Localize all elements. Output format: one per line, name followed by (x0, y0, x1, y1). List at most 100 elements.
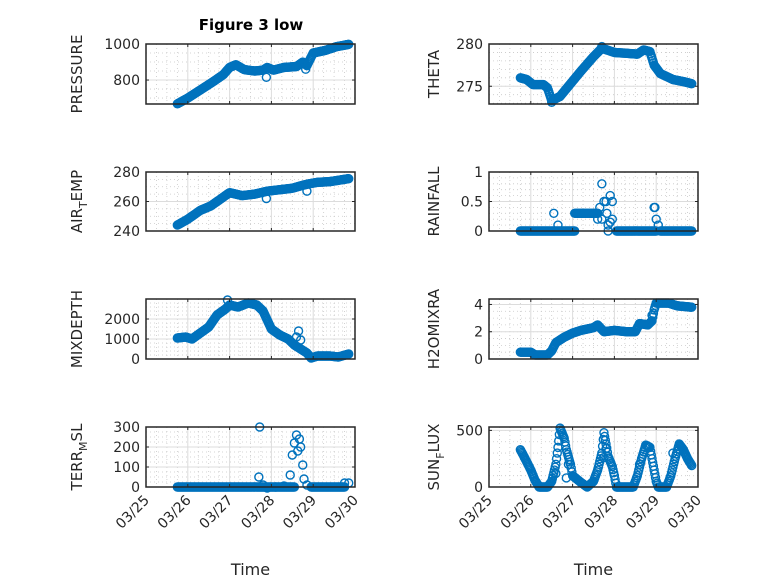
data-point (605, 190, 615, 201)
data-markers (515, 41, 697, 108)
axes-box (145, 43, 356, 105)
x-tick-label: 03/29 (280, 493, 320, 533)
subplot-sun-flux: 0 500 SUNFLUX 03/25 03/26 03/27 03/28 03/29 03/3… (425, 423, 705, 579)
axes-box (145, 298, 356, 360)
y-axis-label: MIXDEPTH (68, 290, 86, 368)
data-point (552, 448, 562, 458)
data-point (563, 459, 574, 470)
data-point (687, 79, 697, 89)
x-tick-label: 03/28 (238, 493, 278, 533)
x-axis-label: Time (573, 560, 613, 579)
y-axis-label: PRESSURE (68, 35, 86, 114)
data-point (602, 208, 612, 219)
data-point (634, 459, 645, 470)
y-axis-label: TERRMSL (68, 423, 90, 492)
y-label-part: SL (68, 423, 86, 442)
x-axis-label: Time (230, 560, 270, 579)
y-tick-label: 2 (474, 325, 483, 341)
data-point (547, 97, 557, 108)
axes-box (145, 426, 356, 488)
y-label-part: AIR (68, 208, 86, 233)
data-point (597, 214, 607, 224)
y-axis-label: RAINFALL (425, 166, 443, 237)
x-tick-label: 03/30 (665, 493, 705, 533)
data-point (295, 442, 306, 452)
data-point (561, 473, 572, 483)
data-point (668, 448, 678, 458)
data-point (344, 349, 354, 359)
y-tick-label: 260 (113, 195, 140, 211)
y-tick-label: 275 (456, 79, 483, 95)
axes-background (146, 299, 355, 359)
data-point (222, 295, 233, 305)
data-point (599, 452, 609, 463)
data-point (650, 202, 660, 213)
y-label-subscript: M (77, 441, 90, 451)
data-point (302, 186, 312, 196)
data-point (607, 196, 618, 207)
y-tick-label: 0 (474, 224, 483, 240)
subplot-theta: 275 280 THETA (425, 37, 699, 108)
subplot-air-temp: 240 260 280 AIRTEMP (68, 165, 356, 240)
data-point (651, 214, 661, 224)
subplot-h2omixra: 0 2 4 H2OMIXRA (425, 288, 699, 369)
data-point (285, 470, 295, 480)
x-tick-label: 03/30 (322, 493, 362, 533)
y-axis-label: AIRTEMP (68, 170, 90, 233)
major-grid (146, 427, 355, 487)
x-tick-label: 03/26 (498, 492, 538, 532)
y-tick-label: 300 (113, 420, 140, 436)
y-tick-label: 100 (113, 460, 140, 476)
data-point (261, 193, 272, 204)
data-point (344, 173, 354, 184)
data-markers (515, 423, 697, 492)
y-label-subscript: F (434, 452, 447, 458)
data-point (261, 72, 272, 83)
subplot-rainfall: 0 0.5 1 RAINFALL (425, 165, 699, 240)
subplot-pressure: 800 1000 PRESSURE (68, 35, 356, 114)
y-tick-label: 0 (474, 352, 483, 368)
x-tick-label: 03/28 (581, 493, 621, 533)
y-label-subscript: T (77, 201, 90, 209)
data-point (601, 443, 611, 454)
data-point (300, 64, 311, 74)
y-tick-label: 0 (131, 480, 140, 496)
data-point (597, 41, 607, 52)
y-tick-label: 1 (474, 165, 483, 181)
data-point (597, 179, 607, 189)
axes-box (488, 43, 699, 105)
data-point (279, 481, 289, 491)
data-point (560, 441, 571, 451)
data-markers (172, 39, 354, 109)
data-point (553, 220, 563, 230)
data-markers (172, 173, 354, 230)
data-point (551, 459, 561, 470)
data-point (605, 217, 615, 227)
x-tick-label: 03/26 (155, 492, 195, 532)
y-tick-label: 280 (113, 165, 140, 181)
y-tick-label: 200 (113, 440, 140, 456)
data-markers (172, 295, 354, 363)
x-tick-label: 03/27 (197, 493, 237, 533)
y-tick-label: 1000 (104, 37, 140, 53)
data-point (592, 214, 603, 224)
x-tick-label: 03/25 (456, 493, 496, 533)
y-axis-label: THETA (425, 49, 443, 99)
data-point (254, 472, 264, 482)
y-tick-label: 2000 (104, 312, 140, 328)
y-label-part: LUX (425, 424, 443, 453)
y-label-part: SUN (425, 459, 443, 491)
data-point (549, 208, 559, 219)
x-tick-label: 03/25 (113, 493, 153, 533)
y-tick-label: 0 (474, 480, 483, 496)
y-tick-label: 0 (131, 352, 140, 368)
x-tick-label: 03/29 (623, 493, 663, 533)
y-axis-label: SUNFLUX (425, 424, 447, 491)
y-tick-label: 800 (113, 73, 140, 89)
y-axis-label: H2OMIXRA (425, 288, 443, 369)
y-tick-label: 240 (113, 224, 140, 240)
y-tick-label: 500 (456, 423, 483, 439)
figure-title: Figure 3 low (199, 16, 304, 34)
data-point (295, 335, 306, 345)
data-point (298, 460, 308, 470)
